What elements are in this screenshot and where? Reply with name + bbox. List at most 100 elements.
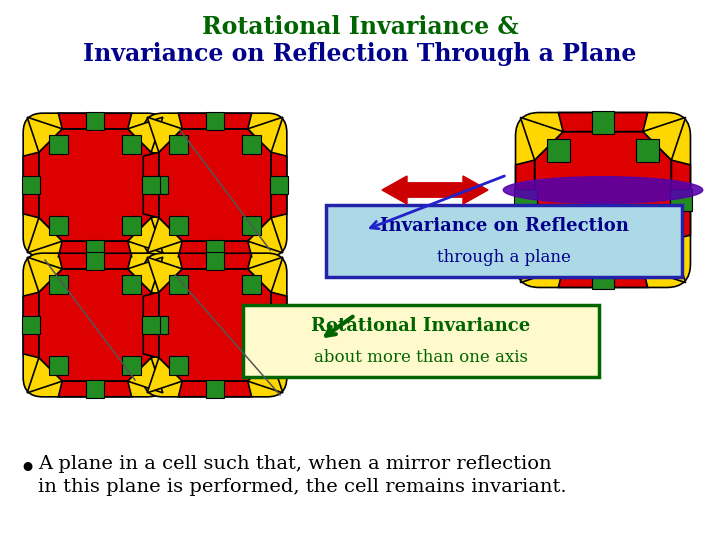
Polygon shape: [143, 152, 159, 218]
Polygon shape: [206, 240, 225, 258]
Polygon shape: [643, 240, 685, 282]
FancyBboxPatch shape: [243, 305, 599, 377]
Polygon shape: [671, 160, 690, 240]
Polygon shape: [179, 113, 252, 129]
Polygon shape: [169, 356, 188, 375]
Polygon shape: [513, 188, 536, 211]
Polygon shape: [248, 358, 283, 393]
Polygon shape: [242, 216, 261, 235]
Polygon shape: [206, 252, 225, 271]
FancyArrow shape: [382, 176, 463, 204]
Polygon shape: [22, 176, 40, 194]
Polygon shape: [242, 356, 261, 375]
Polygon shape: [127, 117, 163, 152]
Polygon shape: [592, 111, 614, 133]
Polygon shape: [206, 380, 225, 399]
Polygon shape: [159, 269, 271, 381]
Polygon shape: [49, 275, 68, 294]
Polygon shape: [147, 218, 182, 253]
Polygon shape: [179, 241, 252, 256]
Polygon shape: [142, 176, 161, 194]
Polygon shape: [122, 216, 141, 235]
Polygon shape: [151, 292, 167, 358]
Polygon shape: [27, 358, 62, 393]
Polygon shape: [636, 139, 659, 162]
Text: about more than one axis: about more than one axis: [314, 349, 528, 366]
Text: through a plane: through a plane: [437, 249, 571, 266]
Polygon shape: [122, 275, 141, 294]
FancyBboxPatch shape: [143, 113, 287, 257]
Polygon shape: [49, 356, 68, 375]
Polygon shape: [248, 257, 283, 292]
Polygon shape: [58, 381, 132, 397]
Polygon shape: [206, 112, 225, 130]
Polygon shape: [58, 241, 132, 256]
Ellipse shape: [503, 177, 703, 203]
Polygon shape: [248, 218, 283, 253]
Polygon shape: [159, 129, 271, 241]
Polygon shape: [39, 129, 151, 241]
Polygon shape: [534, 132, 671, 268]
Polygon shape: [147, 117, 182, 152]
Polygon shape: [151, 152, 167, 218]
Polygon shape: [242, 135, 261, 154]
Polygon shape: [127, 358, 163, 393]
Polygon shape: [269, 316, 288, 334]
Polygon shape: [271, 152, 287, 218]
Polygon shape: [49, 216, 68, 235]
Polygon shape: [636, 238, 659, 261]
Polygon shape: [558, 113, 648, 132]
Polygon shape: [670, 188, 693, 211]
Polygon shape: [23, 152, 39, 218]
Polygon shape: [143, 292, 159, 358]
Text: A plane in a cell such that, when a mirror reflection: A plane in a cell such that, when a mirr…: [38, 455, 552, 473]
Polygon shape: [169, 216, 188, 235]
Polygon shape: [592, 267, 614, 289]
Polygon shape: [49, 135, 68, 154]
Text: Rotational Invariance &: Rotational Invariance &: [202, 15, 518, 39]
Polygon shape: [558, 268, 648, 287]
FancyBboxPatch shape: [516, 112, 690, 287]
Polygon shape: [58, 113, 132, 129]
Polygon shape: [39, 269, 151, 381]
Polygon shape: [86, 240, 104, 258]
Polygon shape: [122, 356, 141, 375]
Text: Invariance on Reflection Through a Plane: Invariance on Reflection Through a Plane: [84, 42, 636, 66]
FancyBboxPatch shape: [23, 113, 167, 257]
Polygon shape: [150, 316, 168, 334]
Polygon shape: [547, 139, 570, 162]
Polygon shape: [248, 117, 283, 152]
Polygon shape: [86, 252, 104, 271]
FancyBboxPatch shape: [326, 205, 682, 277]
Text: Rotational Invariance: Rotational Invariance: [311, 317, 531, 335]
Text: •: •: [18, 455, 36, 486]
Polygon shape: [179, 253, 252, 269]
Polygon shape: [147, 257, 182, 292]
Polygon shape: [179, 381, 252, 397]
Polygon shape: [169, 135, 188, 154]
Polygon shape: [169, 275, 188, 294]
Text: Invariance on Reflection: Invariance on Reflection: [379, 217, 629, 235]
FancyBboxPatch shape: [143, 253, 287, 397]
Polygon shape: [122, 135, 141, 154]
Polygon shape: [150, 176, 168, 194]
Polygon shape: [22, 316, 40, 334]
Polygon shape: [269, 176, 288, 194]
Polygon shape: [271, 292, 287, 358]
Polygon shape: [127, 257, 163, 292]
FancyArrow shape: [407, 176, 488, 204]
Polygon shape: [127, 218, 163, 253]
Polygon shape: [86, 112, 104, 130]
Polygon shape: [521, 117, 563, 160]
Polygon shape: [27, 117, 62, 152]
Polygon shape: [58, 253, 132, 269]
FancyBboxPatch shape: [23, 253, 167, 397]
Polygon shape: [147, 358, 182, 393]
Polygon shape: [521, 240, 563, 282]
Polygon shape: [142, 316, 161, 334]
Polygon shape: [242, 275, 261, 294]
Text: in this plane is performed, the cell remains invariant.: in this plane is performed, the cell rem…: [38, 478, 567, 496]
Polygon shape: [643, 117, 685, 160]
Polygon shape: [86, 380, 104, 399]
Polygon shape: [547, 238, 570, 261]
